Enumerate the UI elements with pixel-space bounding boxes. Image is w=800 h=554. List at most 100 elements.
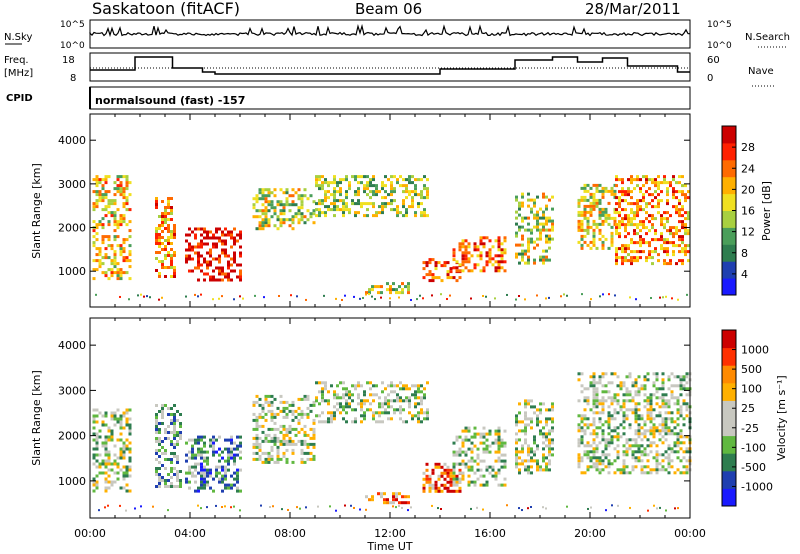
scatter-cell [598,468,602,472]
scatter-cell [206,230,209,234]
scatter-cell [417,384,420,388]
scatter-cell [104,271,108,275]
scatter-cell [98,250,102,254]
scatter-cell [110,244,114,248]
scatter-cell [279,188,283,192]
scatter-cell [654,178,657,182]
colorbar-tick-label: 20 [741,183,755,196]
scatter-cell [378,205,381,209]
scatter-cell [586,243,590,247]
scatter-cell [104,465,108,469]
scatter-cell [227,260,230,264]
scatter-cell [164,239,167,242]
scatter-cell [203,257,206,261]
scatter-cell [434,486,438,490]
scatter-cell [324,384,327,388]
scatter-cell [333,175,336,179]
scatter-cell [288,209,292,213]
scatter-cell [637,402,641,406]
scatter-cell [645,178,648,182]
scatter-cell [646,408,650,412]
scatter-cell [675,208,678,212]
scatter-cell [258,424,262,428]
scatter-cell [628,438,632,442]
scatter-cell [592,228,596,232]
scatter-cell [276,406,280,410]
scatter-cell [679,471,683,475]
scatter-cell [365,508,367,511]
scatter-cell [161,476,164,479]
scatter-cell [640,453,644,457]
scatter-cell [527,399,530,403]
scatter-cell [206,260,209,264]
scatter-cell [566,505,568,508]
scatter-cell [583,216,587,220]
scatter-cell [236,435,239,439]
scatter-cell [155,458,158,461]
scatter-cell [369,184,372,188]
scatter-cell [297,418,301,422]
scatter-cell [642,199,645,203]
scatter-cell [327,184,330,188]
scatter-cell [179,485,182,488]
scatter-cell [613,447,617,451]
scatter-cell [339,178,342,182]
scatter-cell [113,262,117,266]
scatter-cell [104,441,108,445]
scatter-cell [330,202,333,206]
scatter-cell [104,438,108,442]
scatter-cell [583,432,587,436]
scatter-cell [282,433,286,437]
scatter-cell [107,450,111,454]
scatter-cell [536,216,539,220]
scatter-cell [309,215,313,219]
scatter-cell [422,471,426,475]
scatter-cell [669,229,672,233]
scatter-cell [598,378,602,382]
scatter-cell [482,508,484,511]
scatter-cell [369,393,372,397]
scatter-cell [610,372,614,376]
scatter-cell [491,245,495,249]
scatter-cell [227,456,230,460]
scatter-cell [548,237,551,241]
scatter-cell [197,245,200,249]
scatter-cell [158,440,161,443]
scatter-cell [176,461,179,464]
scatter-cell [664,423,668,427]
scatter-cell [375,411,378,415]
scatter-cell [583,396,587,400]
scatter-cell [396,399,399,403]
scatter-cell [622,393,626,397]
scatter-cell [369,196,372,200]
scatter-cell [221,248,224,252]
scatter-cell [363,411,366,415]
scatter-cell [387,402,390,406]
scatter-cell [627,193,630,197]
scatter-cell [372,190,375,194]
scatter-cell [261,191,265,195]
scatter-cell [119,468,123,472]
scatter-cell [589,201,593,205]
scatter-cell [252,412,256,416]
scatter-cell [548,408,551,412]
scatter-cell [378,396,381,400]
scatter-cell [362,296,364,299]
scatter-cell [467,269,471,273]
scatter-cell [618,199,621,203]
scatter-cell [613,471,617,475]
scatter-cell [464,251,468,255]
scatter-cell [476,456,480,460]
scatter-cell [586,456,590,460]
scatter-cell [200,471,203,475]
scatter-cell [482,474,486,478]
scatter-cell [619,405,623,409]
scatter-cell [110,268,114,272]
scatter-cell [655,465,659,469]
scatter-cell [321,387,324,391]
scatter-cell [607,411,611,415]
scatter-cell [239,509,241,512]
scatter-cell [545,222,548,226]
scatter-cell [470,459,474,463]
scatter-cell [608,293,610,296]
